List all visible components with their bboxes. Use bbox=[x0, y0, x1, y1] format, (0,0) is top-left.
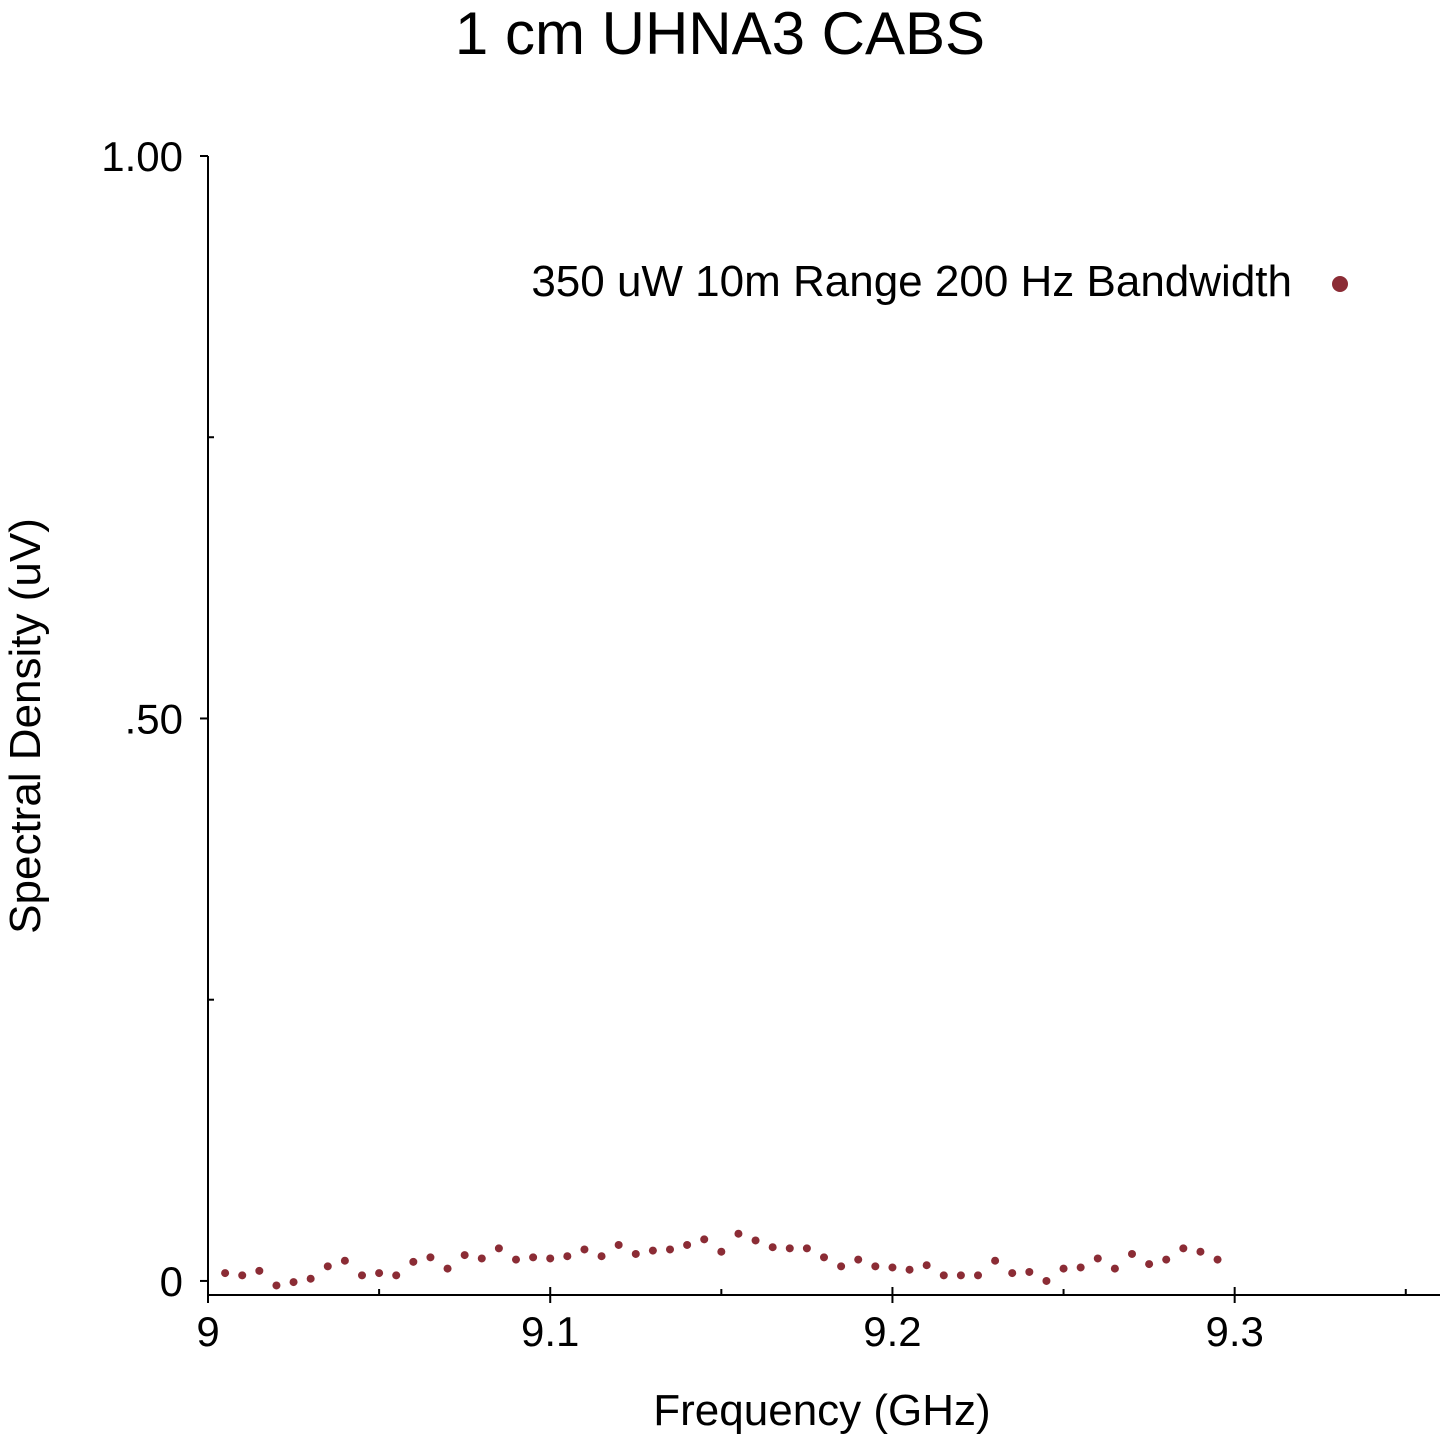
data-point bbox=[768, 1243, 777, 1252]
data-point bbox=[974, 1271, 982, 1280]
data-point bbox=[443, 1264, 452, 1273]
data-point bbox=[1025, 1267, 1034, 1276]
legend-label: 350 uW 10m Range 200 Hz Bandwidth bbox=[531, 257, 1292, 306]
data-point bbox=[1042, 1276, 1051, 1285]
data-point bbox=[255, 1266, 264, 1275]
data-point bbox=[854, 1255, 863, 1264]
chart-title: 1 cm UHNA3 CABS bbox=[455, 0, 985, 67]
data-point bbox=[289, 1278, 298, 1287]
data-point bbox=[272, 1281, 281, 1290]
data-point bbox=[494, 1244, 503, 1253]
data-point bbox=[837, 1262, 846, 1271]
x-tick-label: 9.3 bbox=[1205, 1308, 1263, 1355]
data-points bbox=[221, 1229, 1222, 1290]
x-tick-label: 9.1 bbox=[521, 1308, 579, 1355]
data-point bbox=[734, 1229, 743, 1238]
data-point bbox=[1213, 1255, 1222, 1264]
data-point bbox=[717, 1247, 726, 1256]
data-point bbox=[358, 1271, 366, 1280]
data-point bbox=[477, 1254, 486, 1263]
data-point bbox=[666, 1245, 674, 1254]
data-point bbox=[597, 1252, 606, 1261]
data-point bbox=[1093, 1254, 1102, 1263]
y-tick-label: .50 bbox=[125, 695, 183, 742]
data-point bbox=[392, 1271, 401, 1280]
data-point bbox=[546, 1254, 555, 1263]
data-point bbox=[238, 1271, 247, 1280]
x-axis-label: Frequency (GHz) bbox=[653, 1386, 990, 1435]
data-point bbox=[802, 1244, 811, 1253]
data-point bbox=[563, 1252, 572, 1261]
data-point bbox=[1179, 1244, 1188, 1253]
data-point bbox=[751, 1236, 760, 1245]
legend: 350 uW 10m Range 200 Hz Bandwidth bbox=[531, 257, 1348, 306]
data-point bbox=[340, 1256, 349, 1265]
data-point bbox=[1110, 1264, 1119, 1273]
data-point bbox=[1059, 1264, 1068, 1273]
data-point bbox=[1076, 1263, 1085, 1272]
data-point bbox=[700, 1235, 709, 1244]
data-point bbox=[323, 1262, 332, 1271]
data-point bbox=[956, 1271, 965, 1280]
data-point bbox=[683, 1240, 692, 1249]
data-point bbox=[1145, 1260, 1154, 1269]
data-point bbox=[529, 1253, 538, 1262]
data-point bbox=[871, 1262, 880, 1271]
data-point bbox=[991, 1256, 1000, 1265]
x-tick-label: 9.2 bbox=[863, 1308, 921, 1355]
y-tick-label: 0 bbox=[160, 1258, 183, 1305]
data-point bbox=[1196, 1247, 1205, 1256]
data-point bbox=[460, 1251, 469, 1260]
data-point bbox=[512, 1255, 520, 1264]
axes: 0 .50 1.00 9 9.1 9.2 9.3 bbox=[101, 133, 1440, 1355]
x-tick-label: 9 bbox=[196, 1308, 219, 1355]
data-point bbox=[375, 1269, 384, 1278]
data-point bbox=[939, 1271, 948, 1280]
data-point bbox=[648, 1246, 657, 1255]
data-point bbox=[306, 1274, 315, 1283]
data-point bbox=[409, 1257, 418, 1266]
data-point bbox=[820, 1253, 828, 1262]
data-point bbox=[631, 1249, 640, 1258]
data-point bbox=[221, 1269, 230, 1278]
data-point bbox=[580, 1245, 589, 1254]
data-point bbox=[1162, 1255, 1171, 1264]
data-point bbox=[922, 1261, 931, 1270]
data-point bbox=[1128, 1249, 1136, 1258]
legend-marker bbox=[1332, 276, 1348, 292]
data-point bbox=[1008, 1269, 1017, 1278]
y-axis-label: Spectral Density (uV) bbox=[1, 518, 50, 934]
data-point bbox=[888, 1263, 897, 1272]
data-point bbox=[905, 1265, 914, 1274]
y-tick-label: 1.00 bbox=[101, 133, 183, 180]
data-point bbox=[785, 1244, 794, 1253]
data-point bbox=[614, 1240, 623, 1249]
data-point bbox=[426, 1253, 435, 1262]
